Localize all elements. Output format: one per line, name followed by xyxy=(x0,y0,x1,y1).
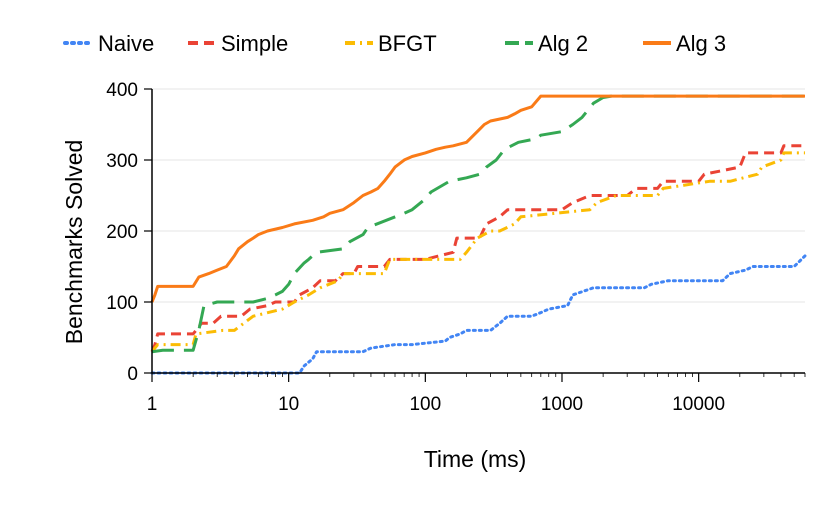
series-line-naive xyxy=(150,254,807,375)
legend-label-bfgt: BFGT xyxy=(378,31,437,56)
series-line-bfgt xyxy=(150,151,805,353)
x-tick-label: 1000 xyxy=(541,394,583,415)
y-tick-label: 300 xyxy=(106,151,138,172)
y-axis-label: Benchmarks Solved xyxy=(61,140,87,345)
y-tick-label: 0 xyxy=(127,364,138,385)
series-line-alg-3 xyxy=(150,94,805,303)
legend-label-alg-2: Alg 2 xyxy=(538,31,588,56)
x-tick-label: 10000 xyxy=(672,394,725,415)
y-tick-label: 400 xyxy=(106,80,138,101)
gridlines xyxy=(152,88,805,303)
x-tick-label: 1 xyxy=(147,394,158,415)
x-tick-label: 10 xyxy=(278,394,299,415)
legend-label-naive: Naive xyxy=(98,31,154,56)
series-layer xyxy=(150,94,807,375)
series-line-simple xyxy=(150,144,805,353)
y-tick-label: 200 xyxy=(106,222,138,243)
y-tick-label: 100 xyxy=(106,293,138,314)
legend-label-alg-3: Alg 3 xyxy=(676,31,726,56)
x-tick-label: 100 xyxy=(409,394,441,415)
legend-label-simple: Simple xyxy=(221,31,288,56)
x-axis-label: Time (ms) xyxy=(424,446,527,472)
axes: 0 100 200 300 400 1 10 100 1000 10000 xyxy=(106,80,806,415)
series-line-alg-2 xyxy=(151,94,805,354)
legend: Naive Simple BFGT Alg 2 Alg 3 xyxy=(63,31,726,56)
